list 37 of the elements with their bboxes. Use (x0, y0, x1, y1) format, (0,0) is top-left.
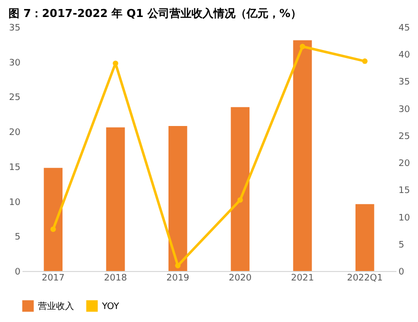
x-tick-label: 2020 (228, 274, 252, 284)
y-tick-label: 5 (14, 232, 20, 243)
y2-tick-label: 25 (398, 132, 410, 142)
legend-label: 营业收入 (38, 301, 74, 312)
y-tick-label: 20 (9, 128, 21, 138)
bar (106, 127, 125, 271)
point (237, 197, 243, 203)
y2-tick-label: 15 (398, 186, 410, 196)
y-tick-label: 0 (14, 268, 21, 278)
x-tick-label: 2021 (291, 274, 314, 284)
x-tick-label: 2017 (42, 274, 65, 284)
y2-tick-label: 20 (398, 159, 410, 170)
x-tick-label: 2022Q1 (346, 274, 383, 284)
y2-tick-label: 10 (398, 213, 410, 224)
y-tick-label: 10 (9, 198, 21, 208)
y-tick-label: 25 (9, 93, 20, 104)
bar (293, 40, 312, 271)
bar (355, 204, 374, 271)
legend-label: YOY (101, 302, 120, 312)
y2-tick-label: 45 (398, 24, 410, 34)
bar (230, 107, 250, 271)
y-tick-label: 35 (9, 24, 20, 34)
point (362, 58, 368, 64)
y2-tick-label: 30 (398, 104, 410, 115)
x-tick-label: 2019 (166, 274, 190, 284)
y2-tick-label: 0 (398, 268, 404, 278)
y2-tick-label: 35 (398, 78, 410, 88)
bar (168, 126, 188, 271)
bar (44, 168, 63, 271)
y2-tick-label: 40 (398, 50, 410, 61)
y-tick-label: 15 (9, 162, 20, 173)
chart-title: 图 7：2017-2022 年 Q1 公司营业收入情况（亿元，%） (8, 7, 302, 20)
y-tick-label: 30 (9, 58, 21, 68)
point (50, 226, 56, 232)
point (300, 44, 306, 50)
y2-tick-label: 5 (398, 240, 404, 250)
x-tick-label: 2018 (104, 274, 128, 284)
